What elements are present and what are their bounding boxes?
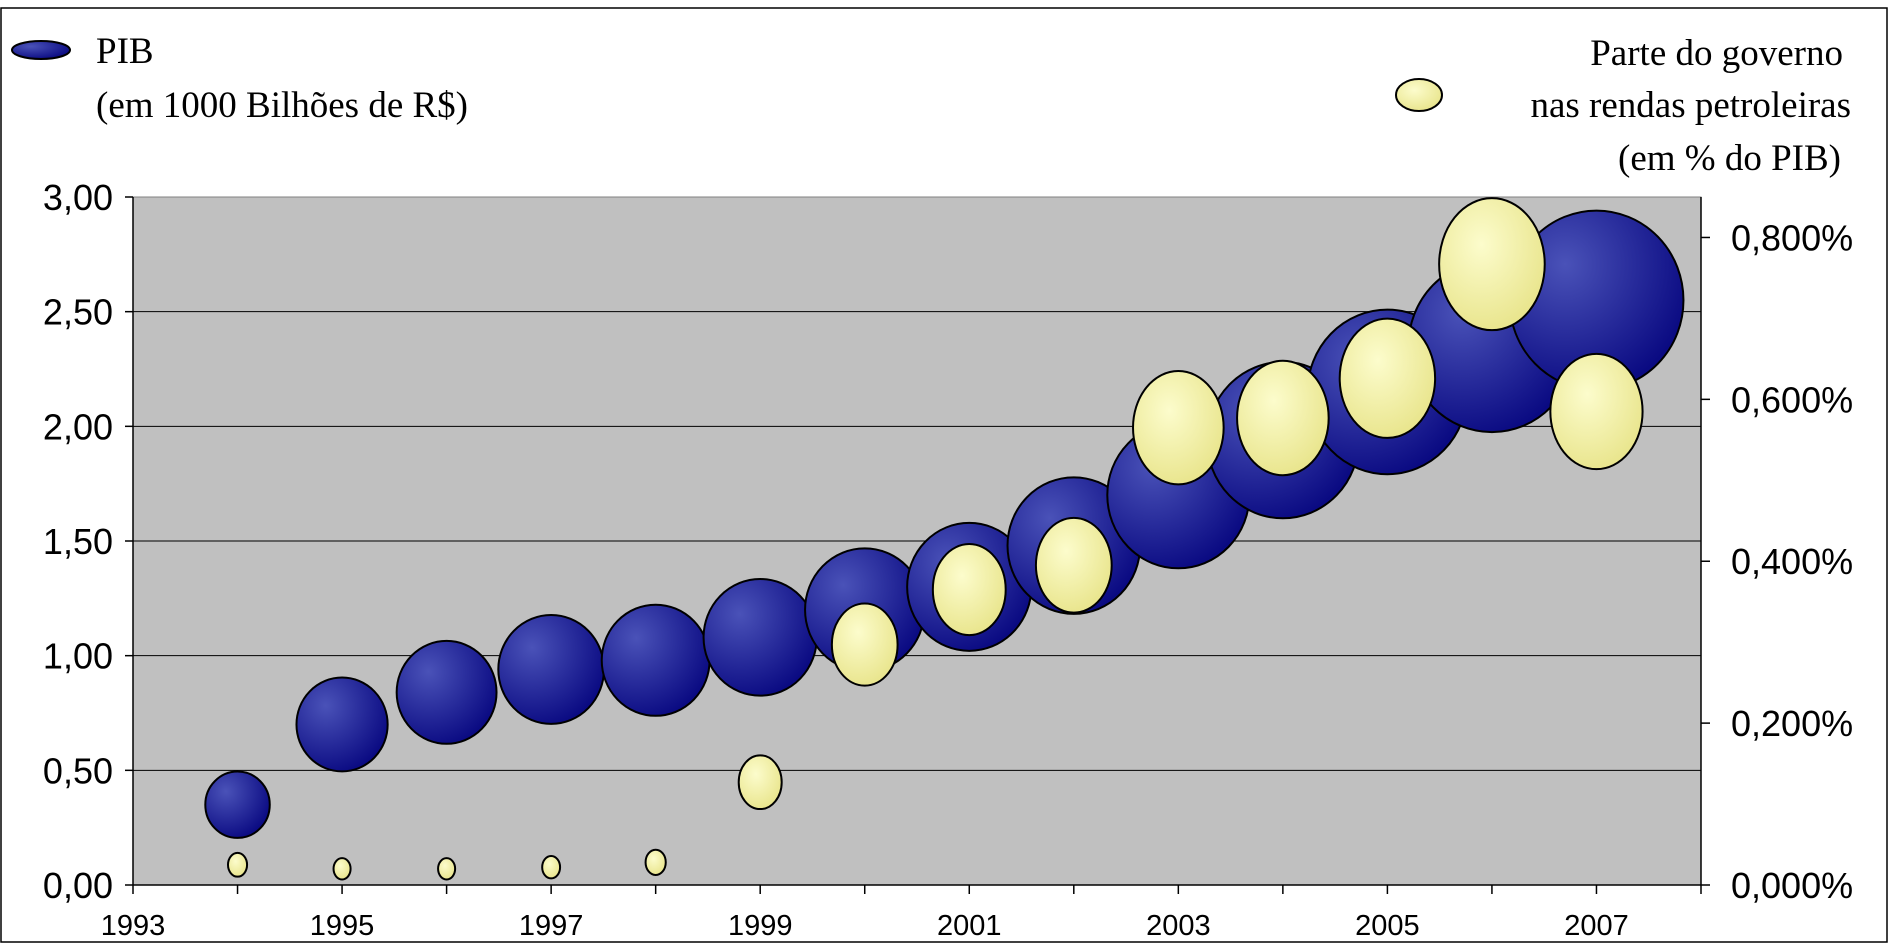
gdp-bubble — [498, 615, 604, 724]
x-tick-label: 2007 — [1564, 910, 1629, 942]
share-bubble — [1439, 198, 1545, 330]
y-left-tick-label: 0,50 — [43, 750, 113, 791]
share-bubble — [933, 544, 1006, 635]
share-bubble — [1550, 354, 1642, 469]
x-tick-label: 2003 — [1146, 910, 1211, 942]
share-bubble — [542, 856, 560, 878]
y-left-tick-label: 2,00 — [43, 406, 113, 447]
gdp-bubble — [704, 579, 817, 696]
y-right-tick-label: 0,600% — [1731, 379, 1853, 420]
legend-share-label-2: nas rendas petroleiras — [1530, 85, 1851, 126]
gdp-bubble — [602, 605, 710, 716]
y-right-tick-label: 0,800% — [1731, 217, 1853, 258]
y-right-tick-label: 0,400% — [1731, 541, 1853, 582]
legend-gdp-marker — [12, 41, 70, 59]
share-bubble — [334, 858, 351, 879]
gdp-bubble — [296, 678, 387, 772]
legend-gdp-label: PIB — [96, 31, 154, 72]
legend-share-marker — [1396, 79, 1442, 111]
share-bubble — [1340, 319, 1435, 438]
y-right-tick-label: 0,200% — [1731, 703, 1853, 744]
share-bubble — [739, 755, 782, 809]
x-tick-label: 1999 — [728, 910, 793, 942]
x-tick-label: 2001 — [937, 910, 1002, 942]
legend-gdp: PIB (em 1000 Bilhões de R$) — [12, 31, 468, 126]
share-bubble — [832, 604, 898, 686]
legend-share-unit: (em % do PIB) — [1618, 138, 1841, 179]
legend-gdp-unit: (em 1000 Bilhões de R$) — [96, 85, 468, 126]
legend-share: Parte do governo nas rendas petroleiras … — [1396, 33, 1851, 179]
y-left-tick-label: 0,00 — [43, 865, 113, 906]
y-left-tick-label: 3,00 — [43, 177, 113, 218]
left-axis-ticks: 3,00 2,50 2,00 1,50 1,00 0,50 0,00 — [43, 177, 133, 906]
y-left-tick-label: 1,00 — [43, 636, 113, 677]
share-bubble — [438, 858, 455, 879]
x-tick-label: 1997 — [519, 910, 584, 942]
share-bubble — [1133, 371, 1224, 484]
x-axis-ticks: 1993 1995 1997 1999 2001 2003 2005 2007 — [101, 885, 1701, 942]
share-bubble — [646, 850, 666, 875]
gdp-bubble — [205, 772, 269, 838]
right-axis-ticks: 0,800% 0,600% 0,400% 0,200% 0,000% — [1701, 217, 1853, 906]
x-tick-label: 1995 — [310, 910, 375, 942]
y-left-tick-label: 2,50 — [43, 292, 113, 333]
share-bubble — [1237, 361, 1329, 475]
legend-share-label-1: Parte do governo — [1590, 33, 1843, 74]
y-right-tick-label: 0,000% — [1731, 865, 1853, 906]
share-bubble — [1036, 518, 1112, 613]
x-tick-label: 1993 — [101, 910, 166, 942]
x-tick-label: 2005 — [1355, 910, 1420, 942]
y-left-tick-label: 1,50 — [43, 521, 113, 562]
share-bubble — [228, 853, 247, 877]
gdp-bubble — [397, 641, 497, 744]
